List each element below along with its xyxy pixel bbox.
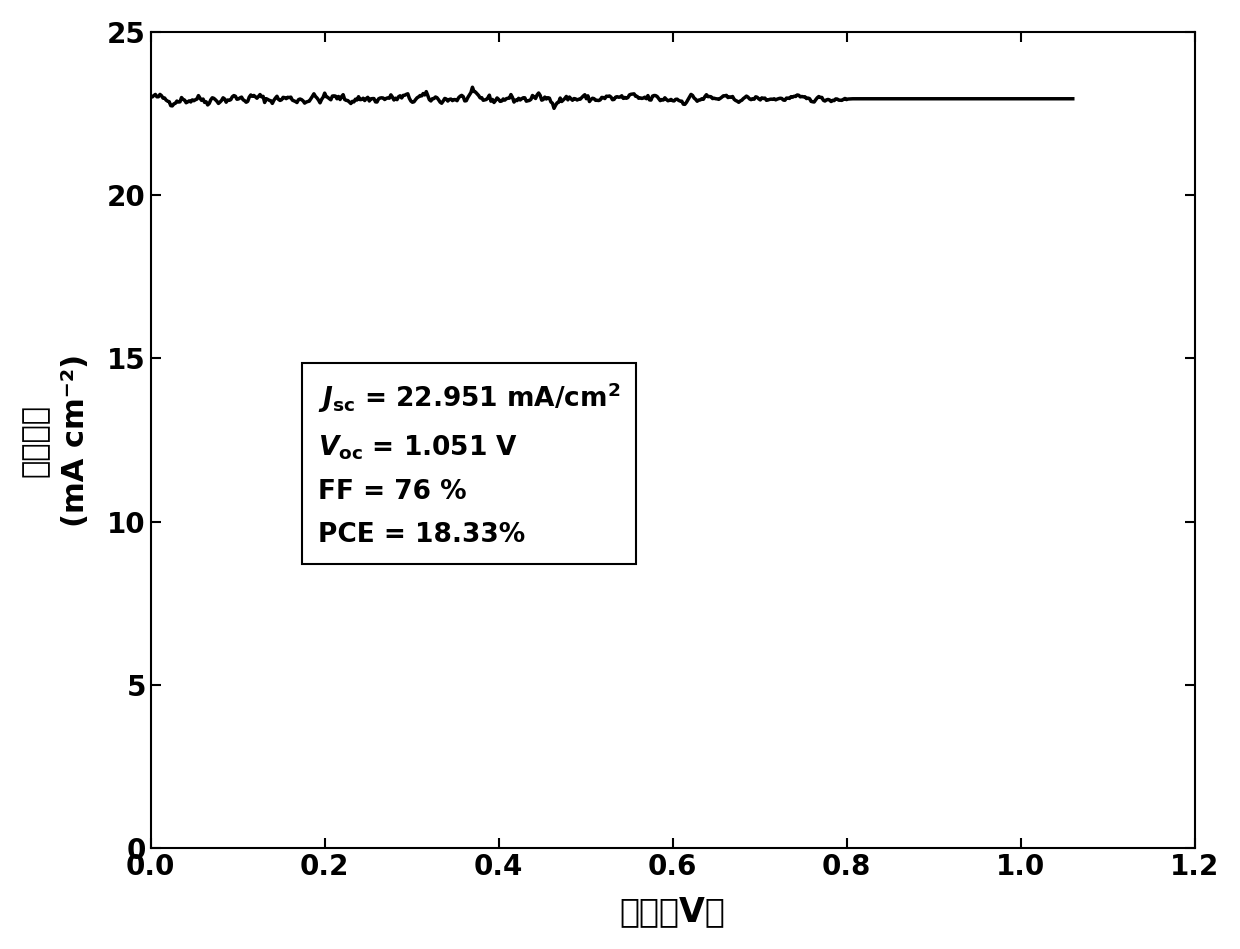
X-axis label: 电压（V）: 电压（V） <box>620 895 725 928</box>
Text: $J_{\mathregular{sc}}$ = 22.951 mA/cm$^{\mathregular{2}}$
$V_{\mathregular{oc}}$: $J_{\mathregular{sc}}$ = 22.951 mA/cm$^{… <box>317 381 620 549</box>
Y-axis label: 电流密度
(mA cm⁻²): 电流密度 (mA cm⁻²) <box>21 354 91 527</box>
